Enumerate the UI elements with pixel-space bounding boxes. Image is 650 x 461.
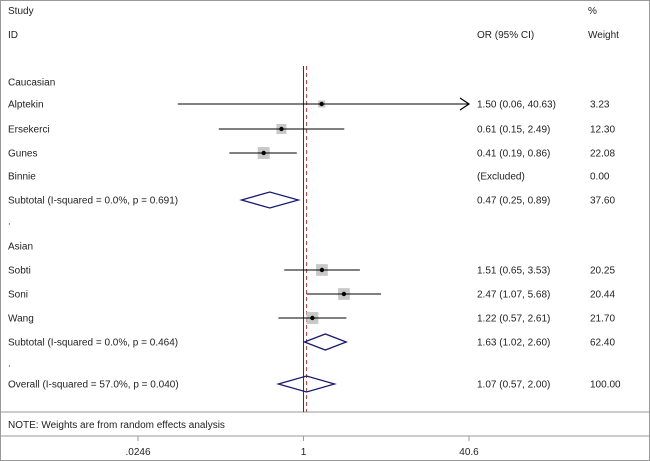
ci-arrow-1 [459, 97, 471, 111]
header-or-ci: OR (95% CI) [477, 30, 534, 41]
x-tick-label-2: 40.6 [459, 447, 479, 458]
weight-text-4: 0.00 [590, 172, 610, 183]
point-estimate-10 [310, 315, 315, 321]
x-tick-label-0: .0246 [125, 447, 150, 458]
point-estimate-9 [341, 291, 347, 297]
row-label-ersekerci-2: Ersekerci [8, 125, 50, 136]
row-label-overall-i-squared-57-0-p-0-040-13: Overall (I-squared = 57.0%, p = 0.040) [8, 380, 179, 391]
row-label-subtotal-i-squared-0-0-p-0-464-11: Subtotal (I-squared = 0.0%, p = 0.464) [8, 338, 178, 349]
overall-diamond-13 [276, 375, 337, 393]
chart-marks: .0246 1 40.6 Caucasian Alptekin 1.50 (0.06, 4… [8, 66, 621, 458]
header-percent: % [588, 6, 597, 17]
or-ci-text-8: 1.51 (0.65, 3.53) [477, 266, 550, 277]
row-label-alptekin-1: Alptekin [8, 100, 44, 111]
row-label-asian-7: Asian [8, 242, 33, 253]
row-label-binnie-4: Binnie [8, 172, 36, 183]
or-ci-text-9: 2.47 (1.07, 5.68) [477, 290, 550, 301]
row-label-wang-10: Wang [8, 314, 34, 325]
weight-text-11: 62.40 [590, 338, 615, 349]
weight-text-3: 22.08 [590, 149, 615, 160]
point-estimate-1 [319, 101, 324, 107]
x-tick-label-1: 1 [301, 447, 307, 458]
or-ci-text-2: 0.61 (0.15, 2.49) [477, 125, 550, 136]
row-label-subtotal-i-squared-0-0-p-0-691-5: Subtotal (I-squared = 0.0%, p = 0.691) [8, 196, 178, 207]
weight-text-5: 37.60 [590, 196, 615, 207]
header-id: ID [8, 30, 18, 41]
or-ci-text-13: 1.07 (0.57, 2.00) [477, 380, 550, 391]
weight-text-9: 20.44 [590, 290, 615, 301]
header-weight: Weight [588, 30, 619, 41]
or-ci-text-11: 1.63 (1.02, 2.60) [477, 338, 550, 349]
weight-text-10: 21.70 [590, 314, 615, 325]
row-label-soni-9: Soni [8, 290, 28, 301]
row-label-dot-12: . [8, 359, 11, 370]
header-study: Study [8, 6, 34, 17]
point-estimate-2 [279, 126, 284, 132]
weight-text-13: 100.00 [590, 380, 621, 391]
or-ci-text-5: 0.47 (0.25, 0.89) [477, 196, 550, 207]
row-label-sobti-8: Sobti [8, 266, 31, 277]
row-label-caucasian-0: Caucasian [8, 78, 55, 89]
subtotal-diamond-5 [239, 191, 301, 209]
or-ci-text-3: 0.41 (0.19, 0.86) [477, 149, 550, 160]
weight-text-1: 3.23 [590, 100, 610, 111]
subtotal-diamond-11 [302, 333, 349, 351]
row-label-dot-6: . [8, 217, 11, 228]
or-ci-text-4: (Excluded) [477, 172, 525, 183]
point-estimate-3 [261, 150, 266, 156]
point-estimate-8 [319, 267, 325, 273]
footnote: NOTE: Weights are from random effects an… [8, 420, 225, 431]
or-ci-text-1: 1.50 (0.06, 40.63) [477, 100, 556, 111]
or-ci-text-10: 1.22 (0.57, 2.61) [477, 314, 550, 325]
weight-text-2: 12.30 [590, 125, 615, 136]
row-label-gunes-3: Gunes [8, 149, 37, 160]
weight-text-8: 20.25 [590, 266, 615, 277]
